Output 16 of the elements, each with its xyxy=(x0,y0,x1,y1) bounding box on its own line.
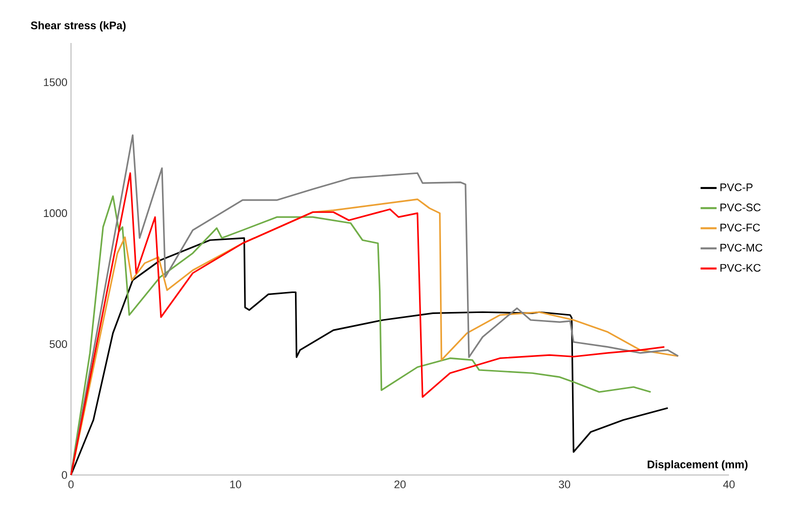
x-tick-label: 30 xyxy=(558,480,570,488)
x-axis-title: Displacement (mm) xyxy=(648,460,748,470)
x-tick-label: 0 xyxy=(68,480,74,488)
legend-label: PVC-P xyxy=(720,183,752,192)
legend-label: PVC-SC xyxy=(720,204,761,212)
y-tick-label: 1500 xyxy=(44,78,68,86)
x-tick-label: 20 xyxy=(394,480,406,488)
legend-label: PVC-KC xyxy=(720,264,761,272)
legend-label: PVC-MC xyxy=(720,244,762,252)
y-tick-label: 500 xyxy=(50,340,68,348)
legend-label: PVC-FC xyxy=(720,224,760,232)
y-tick-label: 1000 xyxy=(44,209,68,218)
y-tick-label: 0 xyxy=(62,471,68,479)
y-axis-title: Shear stress (kPa) xyxy=(30,21,126,32)
x-tick-label: 10 xyxy=(230,480,242,488)
x-tick-label: 40 xyxy=(723,480,735,488)
